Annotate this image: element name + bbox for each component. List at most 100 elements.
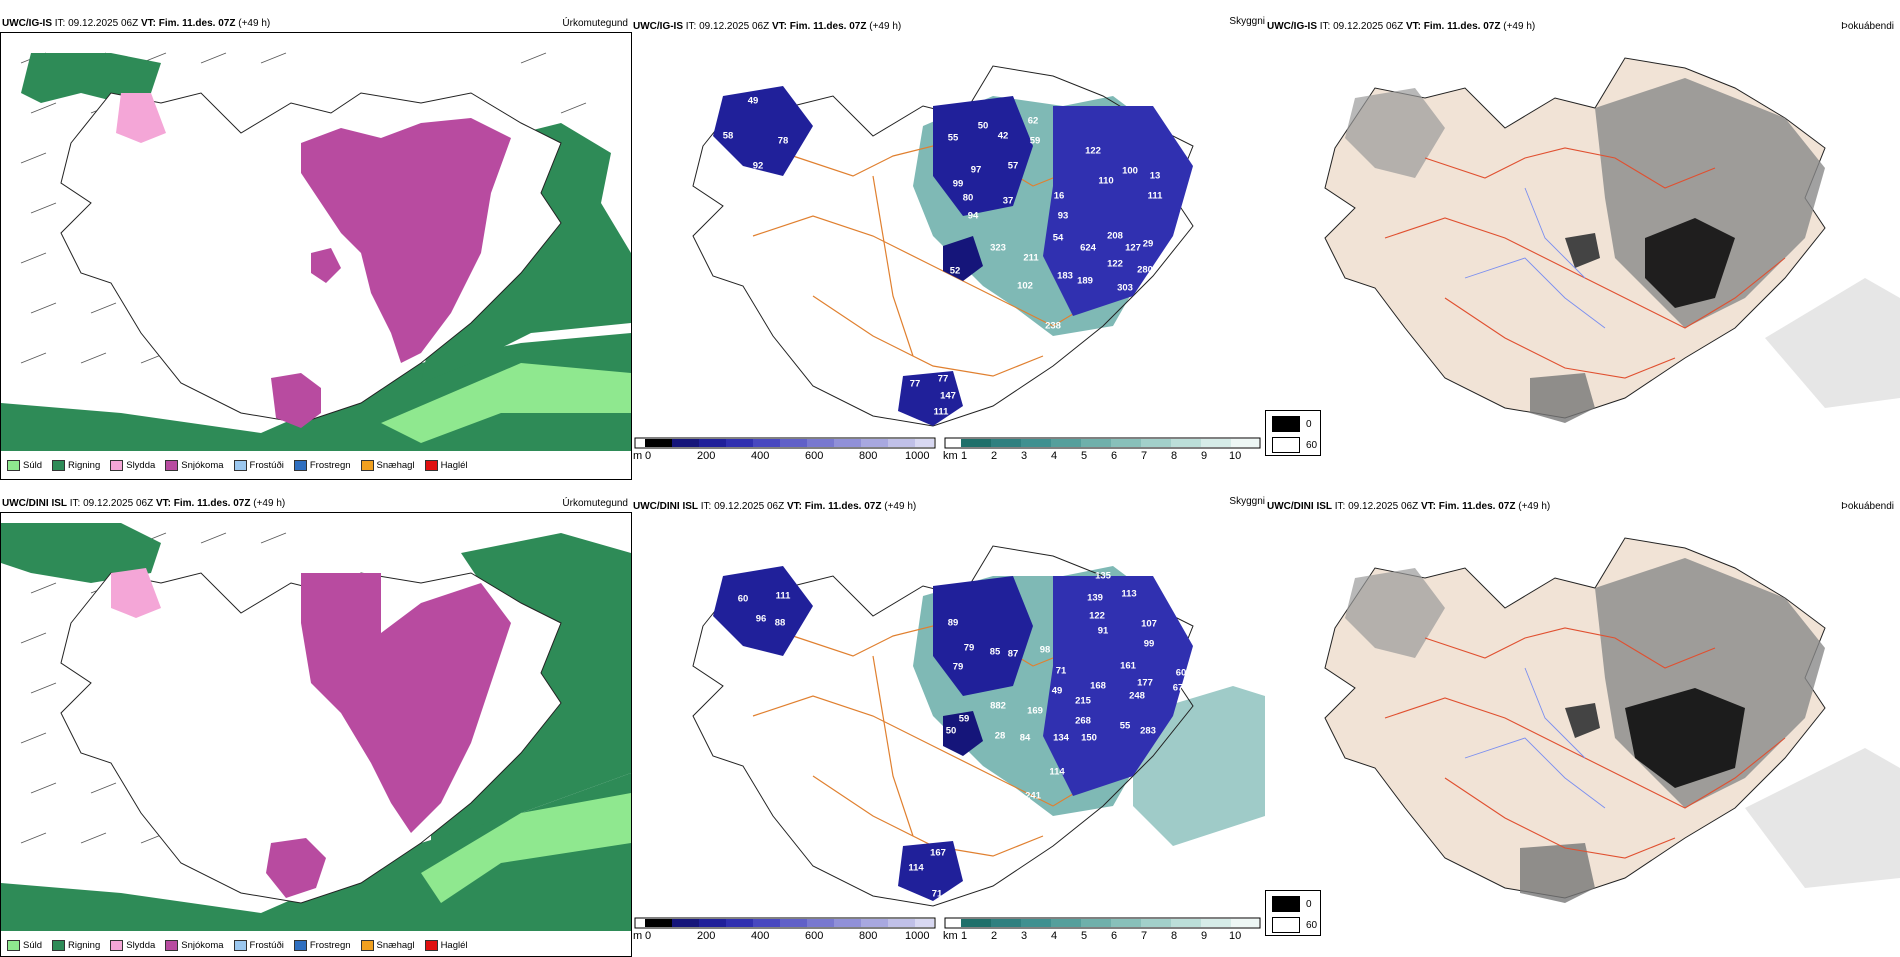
cloud-area-central bbox=[943, 236, 983, 281]
cloudbase-value: 50 bbox=[945, 725, 957, 737]
cloudbase-value: 91 bbox=[1097, 625, 1109, 637]
cloudbase-value: 67 bbox=[1172, 682, 1184, 694]
cloudbase-value: 169 bbox=[1027, 705, 1043, 717]
legend-swatch bbox=[233, 939, 247, 951]
fog-area-westfjords bbox=[1345, 568, 1445, 658]
model-name: UWC/DINI ISL bbox=[633, 501, 698, 512]
coast-outline bbox=[692, 545, 1194, 907]
legend-swatch bbox=[7, 939, 20, 951]
fog-dense-east bbox=[1645, 218, 1735, 308]
snow-area-south bbox=[271, 373, 321, 428]
drizzle-area-south bbox=[1, 773, 631, 931]
colorbar-tick: 200 bbox=[697, 930, 716, 942]
colorbar-tick: 6 bbox=[1111, 930, 1118, 942]
cloudbase-colorbar: m 0 200 400 600 800 1000 bbox=[633, 436, 938, 466]
vt-value: Fim. 11.des. 07Z bbox=[158, 18, 236, 29]
cloudbase-value: 79 bbox=[963, 642, 975, 654]
legend-swatch bbox=[110, 459, 124, 471]
cloudbase-value: 122 bbox=[1107, 258, 1123, 270]
legend-label: Frostregn bbox=[309, 459, 351, 471]
cloudbase-value: 42 bbox=[997, 130, 1009, 142]
legend-label: Snjókoma bbox=[181, 939, 224, 951]
cloudbase-value: 87 bbox=[1007, 648, 1019, 660]
cloudbase-value: 99 bbox=[1143, 638, 1155, 650]
cloudbase-value: 215 bbox=[1075, 695, 1091, 707]
colorbar-tick: 1 bbox=[961, 450, 968, 462]
fog-map-svg bbox=[1324, 537, 1900, 903]
cloudbase-value: 102 bbox=[1017, 280, 1033, 292]
it-value: 09.12.2025 06Z bbox=[714, 501, 785, 512]
colorbar-tick: 7 bbox=[1141, 930, 1148, 942]
fog-blob-central bbox=[1565, 703, 1600, 738]
cloudbase-value: 268 bbox=[1043, 335, 1059, 347]
snow-area-central bbox=[311, 248, 341, 283]
precip-map-svg bbox=[1, 52, 631, 451]
cloudbase-value: 55 bbox=[947, 132, 959, 144]
lead-time: (+49 h) bbox=[1518, 501, 1551, 512]
cloudbase-value: 61 bbox=[1155, 292, 1167, 304]
it-value: 09.12.2025 06Z bbox=[83, 498, 154, 509]
fog-dense-east bbox=[1625, 688, 1745, 788]
legend-label: Slydda bbox=[126, 459, 156, 471]
it-label: IT: bbox=[1334, 501, 1346, 512]
legend-item-rain: Rigning bbox=[52, 459, 100, 471]
fog-area-westfjords bbox=[1345, 88, 1445, 178]
road-network bbox=[1384, 627, 1786, 859]
legend-item-sleet: Slydda bbox=[110, 939, 155, 951]
cloudbase-value: 57 bbox=[1007, 160, 1019, 172]
fog-area-south bbox=[1530, 373, 1595, 423]
river-network bbox=[1464, 667, 1606, 809]
colorbar-unit: m bbox=[633, 450, 643, 462]
cloudbase-value: 241 bbox=[1025, 790, 1041, 802]
vt-label: VT: bbox=[1420, 501, 1436, 512]
row-1: UWC/IG-IS IT: 09.12.2025 06Z VT: Fim. 11… bbox=[0, 16, 1900, 480]
cloudbase-value: 211 bbox=[1023, 252, 1039, 264]
lead-time: (+49 h) bbox=[884, 501, 917, 512]
cloudbase-visibility-panel: UWC/IG-IS IT: 09.12.2025 06Z VT: Fim. 11… bbox=[633, 16, 1265, 466]
cloudbase-value: 882 bbox=[990, 700, 1006, 712]
it-value: 09.12.2025 06Z bbox=[68, 18, 139, 29]
snow-area-north bbox=[301, 118, 511, 363]
product-label: Skyggni bbox=[1229, 496, 1265, 507]
cloudbase-value: 177 bbox=[1137, 677, 1153, 689]
fog-blob-central bbox=[1565, 233, 1600, 268]
rain-area-nw bbox=[1, 523, 161, 583]
legend-label: Snæhagl bbox=[376, 459, 415, 471]
legend-label: Frostúði bbox=[249, 939, 284, 951]
colorbar-tick: 8 bbox=[1171, 450, 1178, 462]
model-name: UWC/IG-IS bbox=[633, 21, 683, 32]
sleet-area-nw bbox=[116, 93, 166, 143]
panel-header: UWC/DINI ISL IT: 09.12.2025 06Z VT: Fim.… bbox=[633, 501, 916, 513]
cloudbase-value: 13 bbox=[1149, 170, 1161, 182]
legend-item-snow: Snjókoma bbox=[165, 459, 224, 471]
legend-swatch bbox=[165, 939, 179, 951]
colorbar-unit: km bbox=[943, 930, 958, 942]
fog-legend: 0 60 bbox=[1265, 890, 1321, 936]
precip-legend: Súld Rigning Slydda Snjókoma Frostúði bbox=[1, 933, 468, 957]
cloudbase-value: 29 bbox=[1142, 238, 1154, 250]
it-value: 09.12.2025 06Z bbox=[1348, 501, 1419, 512]
colorbar-tick: 600 bbox=[805, 450, 824, 462]
snow-area-north bbox=[301, 573, 511, 833]
cloudbase-value: 127 bbox=[1125, 242, 1141, 254]
precip-map-svg bbox=[1, 523, 631, 931]
vt-label: VT: bbox=[140, 18, 156, 29]
colorbar-unit: km bbox=[943, 450, 958, 462]
cloudbase-visibility-panel: UWC/DINI ISL IT: 09.12.2025 06Z VT: Fim.… bbox=[633, 496, 1265, 943]
legend-swatch bbox=[293, 459, 307, 471]
model-name: UWC/IG-IS bbox=[1267, 21, 1317, 32]
colorbar-tick: 200 bbox=[697, 450, 716, 462]
lead-time: (+49 h) bbox=[869, 21, 902, 32]
cloudbase-value: 268 bbox=[1075, 715, 1091, 727]
cloudbase-value: 80 bbox=[962, 192, 974, 204]
product-label: Þokuábendi bbox=[1841, 21, 1894, 32]
colorbar-tick: 400 bbox=[751, 930, 770, 942]
vt-value: Fim. 11.des. 07Z bbox=[1438, 501, 1516, 512]
cloudbase-value: 94 bbox=[967, 210, 979, 222]
cloud-area-south bbox=[898, 841, 963, 901]
colorbar-tick: 6 bbox=[1111, 450, 1118, 462]
cloudbase-value: 624 bbox=[1080, 242, 1096, 254]
cloudbase-value: 16 bbox=[1053, 190, 1065, 202]
legend-item-drizzle: Súld bbox=[7, 459, 42, 471]
rain-area-nw bbox=[21, 53, 161, 103]
